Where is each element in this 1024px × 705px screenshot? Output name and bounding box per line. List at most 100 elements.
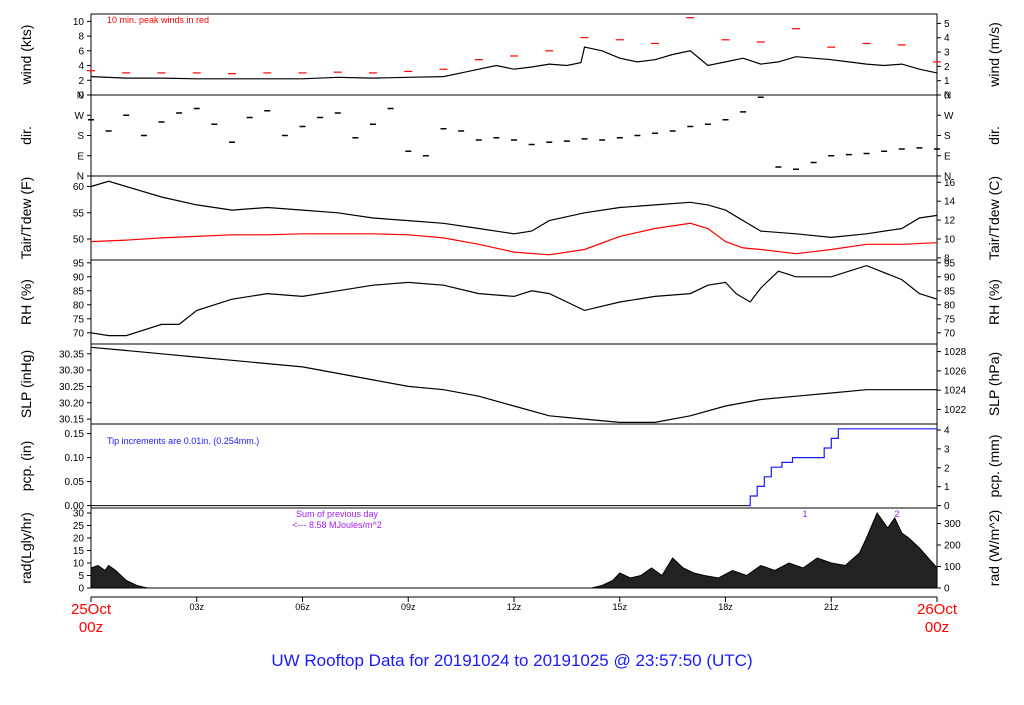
wind-right-tick-label: 1 [944,76,950,87]
temp-left-tick-label: 60 [73,182,85,193]
time-tick-label: 03z [189,602,204,612]
rh-left-tick-label: 90 [73,272,85,283]
rh-left-axis-label: RH (%) [18,279,34,325]
slp-panel: SLP (inHg) SLP (hPa) 30.15 30.20 30.25 30.30 3… [18,343,1002,426]
rad-left-tick-label: 5 [78,571,84,582]
slp-left-tick-label: 30.20 [59,398,84,409]
rad-left-tick-label: 0 [78,584,84,595]
dir-left-axis-label: dir. [18,126,34,145]
slp-right-tick-label: 1026 [944,366,967,377]
wind-left-tick-label: 2 [78,76,84,87]
temp-right-tick-label: 10 [944,235,956,246]
rh-left-tick-label: 85 [73,286,85,297]
dir-left-tick-label: W [75,111,85,122]
pcp-right-tick-label: 3 [944,444,950,455]
wind-frame [90,13,938,96]
wind-annotation: 10 min. peak winds in red [107,15,209,25]
rad-annotation-line: Sum of previous day [296,509,379,519]
rh-right-tick-label: 75 [944,314,956,325]
rad-marker-label: 1 [802,509,807,519]
wind-left-tick-label: 0 [78,91,84,102]
temp-panel: Tair/Tdew (F) Tair/Tdew (C) 50 55 60 8 10 12 14 1… [18,175,1002,264]
slp-right-tick-label: 1022 [944,405,967,416]
pcp-right-tick-label: 0 [944,501,950,512]
pcp-right-tick-label: 1 [944,482,950,493]
pcp-right-axis-label: pcp. (mm) [986,435,1002,498]
wind-left-tick-label: 4 [78,61,84,72]
rh-panel: RH (%) RH (%) 70 75 80 85 90 95 70 75 80 85 90 95 [18,258,1002,345]
start-date-label: 25Oct [71,601,112,618]
temp-right-tick-label: 14 [944,197,956,208]
pcp-left-tick-label: 0.05 [65,477,85,488]
time-tick-label: 09z [401,602,416,612]
wind-right-tick-label: 5 [944,19,950,30]
pcp-right-tick-label: 2 [944,463,950,474]
temp-series-line [90,180,938,239]
end-date-label: 26Oct [917,601,958,618]
rh-left-tick-label: 95 [73,258,85,269]
rad-left-tick-label: 20 [73,534,85,545]
temp-left-tick-label: 55 [73,208,85,219]
rh-right-tick-label: 90 [944,272,956,283]
start-time-label: 00z [79,619,103,636]
rh-series-line [90,264,938,337]
slp-left-axis-label: SLP (inHg) [18,350,34,418]
wind-series-line [90,46,938,80]
dir-left-tick-label: S [77,131,84,142]
rad-right-axis-label: rad (W/m^2) [986,510,1002,587]
rh-frame [90,259,938,345]
rad-right-tick-label: 100 [944,562,961,573]
wind-left-axis-label: wind (kts) [18,25,34,86]
wind-right-tick-label: 0 [944,91,950,102]
rh-left-tick-label: 75 [73,314,85,325]
pcp-left-tick-label: 0.10 [65,453,85,464]
rad-marker-label: 2 [894,509,899,519]
temp-series-line [90,222,938,256]
wind-right-axis-label: wind (m/s) [986,22,1002,88]
slp-right-tick-label: 1024 [944,386,967,397]
rad-right-tick-label: 300 [944,519,961,530]
dir-right-tick-label: W [944,111,954,122]
temp-right-tick-label: 16 [944,178,956,189]
rh-left-tick-label: 80 [73,300,85,311]
slp-left-tick-label: 30.30 [59,366,84,377]
time-axis: 03z 06z 09z 12z 15z 18z 21z 25Oct 00z 26Oct 00… [71,596,958,636]
pcp-left-tick-label: 0.00 [65,501,85,512]
rh-right-tick-label: 80 [944,300,956,311]
rad-area [90,511,938,589]
rad-left-tick-label: 25 [73,521,85,532]
rad-annotation-line: <--- 8.58 MJoules/m^2 [292,520,382,530]
slp-left-tick-label: 30.15 [59,415,84,426]
slp-left-tick-label: 30.35 [59,349,84,360]
time-tick-label: 15z [612,602,627,612]
rh-right-axis-label: RH (%) [986,279,1002,325]
rad-right-tick-label: 0 [944,584,950,595]
dir-left-tick-label: N [77,172,84,183]
dir-left-tick-label: E [77,151,84,162]
wind-panel: wind (kts) wind (m/s) 0 2 4 6 8 10 0 1 2 3 4 5 10 min.… [18,13,1002,102]
slp-right-axis-label: SLP (hPa) [986,352,1002,416]
wind-right-tick-label: 4 [944,33,950,44]
wind-right-tick-label: 3 [944,48,950,59]
dir-right-tick-label: E [944,151,951,162]
rh-right-tick-label: 85 [944,286,956,297]
rad-panel: rad(Lgly/hr) rad (W/m^2)05101520253001002… [18,507,1002,595]
dir-right-axis-label: dir. [986,126,1002,145]
wind-left-tick-label: 6 [78,46,84,57]
dir-right-tick-label: N [944,91,951,102]
rad-left-tick-label: 30 [73,509,85,520]
rad-left-tick-label: 15 [73,546,85,557]
temp-left-axis-label: Tair/Tdew (F) [18,177,34,259]
rh-right-tick-label: 70 [944,328,956,339]
slp-frame [90,343,938,425]
time-tick-label: 12z [507,602,522,612]
time-tick-label: 21z [824,602,839,612]
slp-right-tick-label: 1028 [944,347,967,358]
temp-right-tick-label: 12 [944,216,956,227]
pcp-left-axis-label: pcp. (in) [18,441,34,492]
time-tick-label: 06z [295,602,310,612]
wind-right-tick-label: 2 [944,62,950,73]
